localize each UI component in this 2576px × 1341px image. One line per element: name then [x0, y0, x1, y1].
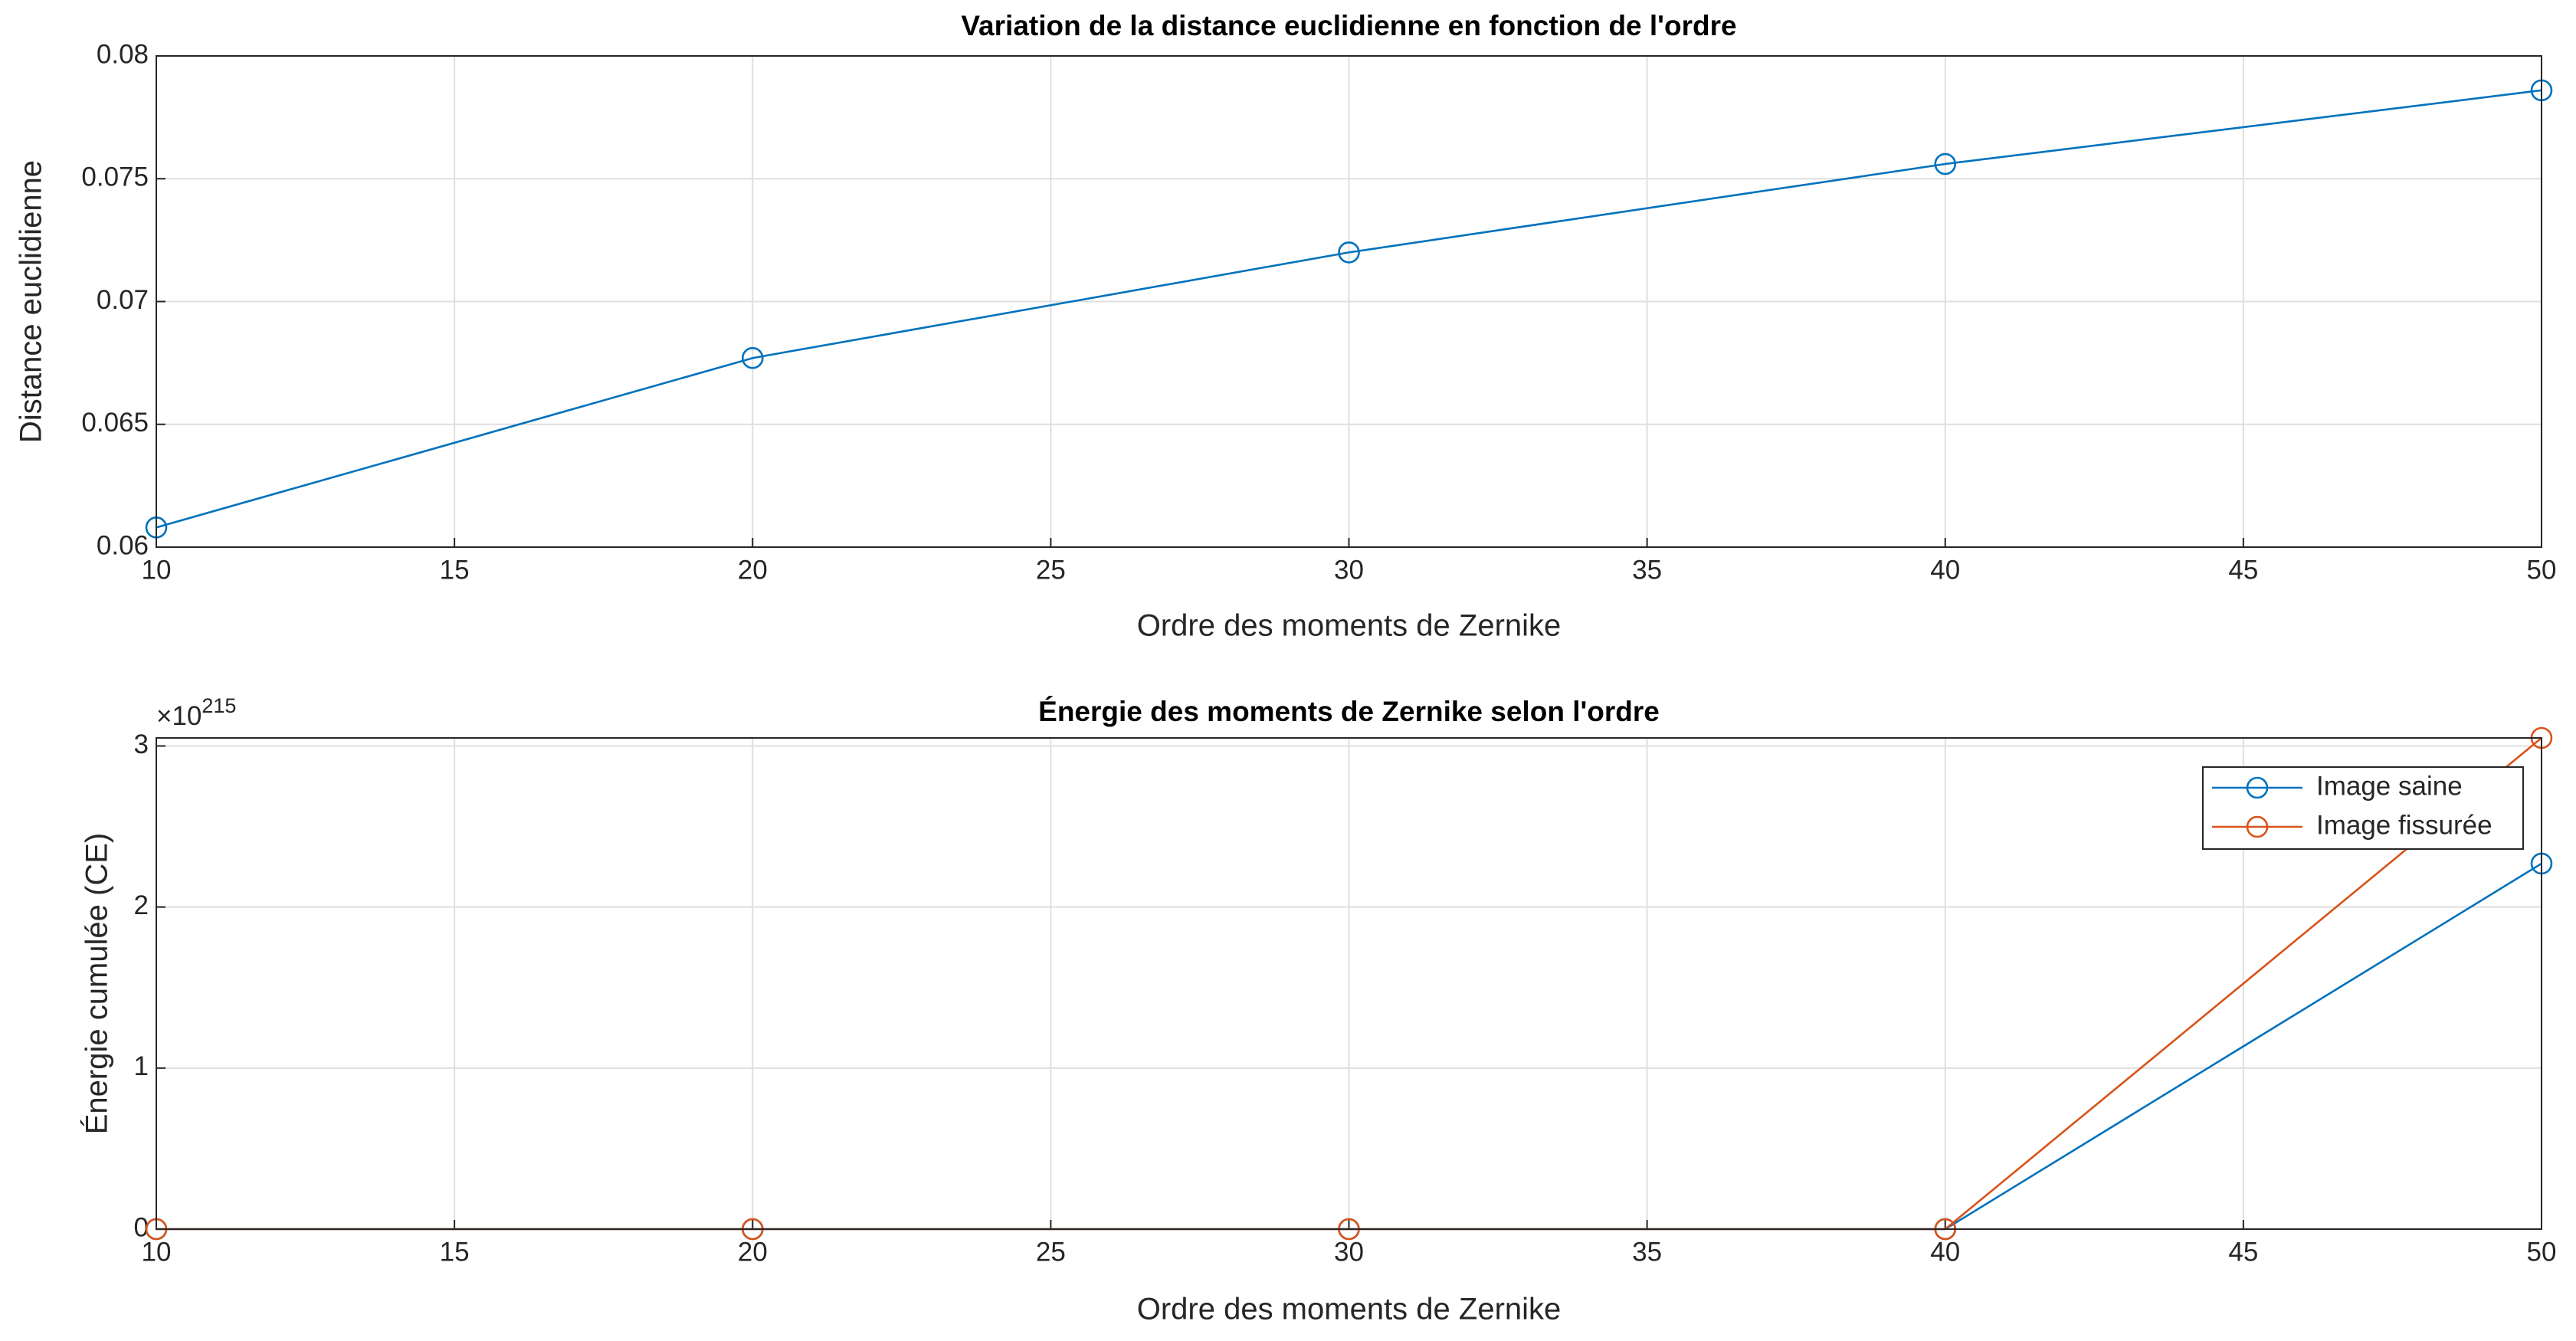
legend-marker — [2246, 776, 2269, 799]
y-tick-label: 0.06 — [97, 530, 149, 560]
y-tick-label: 0.08 — [97, 39, 149, 69]
chart-title: Variation de la distance euclidienne en … — [961, 10, 1736, 41]
x-tick-label: 10 — [142, 1237, 172, 1267]
legend-box — [2202, 766, 2524, 850]
x-tick-label: 15 — [440, 1237, 470, 1267]
axes-box — [156, 737, 2542, 1230]
legend-label: Image fissurée — [2316, 810, 2492, 840]
y-tick-label: 0 — [134, 1212, 149, 1242]
marker — [1934, 152, 1957, 175]
x-tick-label: 35 — [1632, 555, 1662, 585]
marker — [1338, 241, 1360, 264]
y-axis-label: Distance euclidienne — [15, 160, 48, 443]
x-axis-label: Ordre des moments de Zernike — [1137, 1293, 1562, 1326]
x-tick-label: 40 — [1930, 1237, 1960, 1267]
x-tick-label: 20 — [738, 555, 768, 585]
x-tick-label: 15 — [440, 555, 470, 585]
x-axis-label: Ordre des moments de Zernike — [1137, 609, 1562, 643]
y-tick-label: 3 — [134, 730, 149, 759]
y-tick-label: 1 — [134, 1051, 149, 1081]
x-tick-label: 30 — [1334, 1237, 1364, 1267]
legend-marker — [2246, 815, 2269, 838]
y-tick-label: 0.075 — [81, 162, 149, 192]
marker — [741, 346, 764, 369]
x-tick-label: 40 — [1930, 555, 1960, 585]
y-multiplier: ×10215 — [156, 694, 236, 731]
x-tick-label: 50 — [2527, 1237, 2557, 1267]
legend-label: Image saine — [2316, 771, 2463, 801]
y-tick-label: 0.07 — [97, 285, 149, 315]
x-tick-label: 45 — [2228, 1237, 2258, 1267]
axes-box — [156, 55, 2542, 548]
data-line — [156, 89, 2542, 529]
y-tick-label: 2 — [134, 890, 149, 920]
x-tick-label: 25 — [1036, 1237, 1066, 1267]
chart-title: Énergie des moments de Zernike selon l'o… — [1038, 696, 1660, 727]
x-tick-label: 20 — [738, 1237, 768, 1267]
x-tick-label: 50 — [2527, 555, 2557, 585]
x-tick-label: 35 — [1632, 1237, 1662, 1267]
y-tick-label: 0.065 — [81, 408, 149, 438]
y-axis-label: Énergie cumulée (CE) — [80, 833, 114, 1135]
x-tick-label: 25 — [1036, 555, 1066, 585]
x-tick-label: 30 — [1334, 555, 1364, 585]
multiplier-base: ×10 — [156, 701, 202, 731]
x-tick-label: 45 — [2228, 555, 2258, 585]
x-tick-label: 10 — [142, 555, 172, 585]
multiplier-exponent: 215 — [202, 694, 236, 717]
